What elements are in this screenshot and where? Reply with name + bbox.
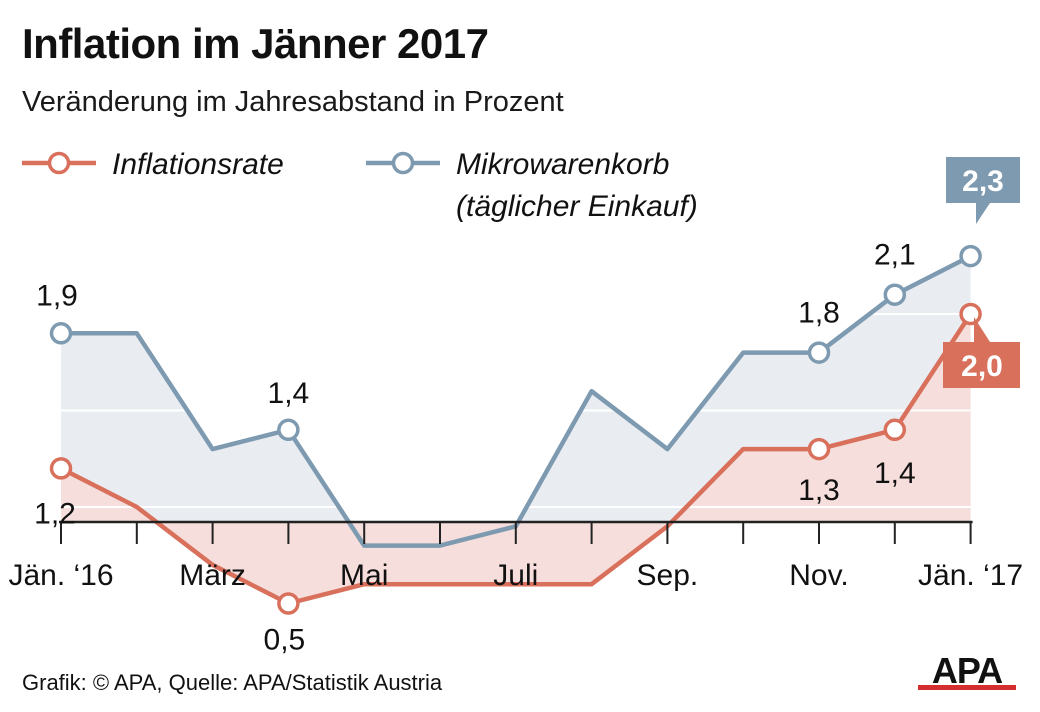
x-tick-label: Juli: [493, 559, 538, 592]
basket-data-point: [49, 322, 73, 345]
inflation-data-label: 0,5: [264, 624, 306, 657]
basket-data-point: [883, 283, 907, 306]
inflation-data-label: 1,4: [874, 457, 916, 490]
inflation-data-point: [49, 457, 73, 480]
apa-logo: APA: [918, 652, 1016, 691]
inflation-data-label: 1,2: [34, 497, 76, 530]
inflation-data-point: [807, 437, 831, 461]
apa-logo-bar: [918, 685, 1016, 690]
basket-data-point: [807, 341, 831, 364]
inflation-data-point: [959, 302, 982, 326]
x-tick-label: Jän. ‘17: [918, 559, 1023, 592]
legend-basket-marker: [391, 151, 415, 175]
x-tick-label: März: [179, 559, 246, 592]
chart-subtitle: Veränderung im Jahresabstand in Prozent: [22, 86, 564, 118]
legend-basket-label: Mikrowarenkorb: [456, 148, 669, 181]
x-tick-label: Mai: [340, 559, 388, 592]
basket-data-point: [277, 418, 300, 442]
inflation-callout-label: 2,0: [961, 350, 1003, 383]
basket-data-point: [959, 244, 982, 268]
basket-callout-box: [946, 157, 1020, 224]
x-tick-label: Jän. ‘16: [8, 559, 113, 592]
source-credit: Grafik: © APA, Quelle: APA/Statistik Aus…: [22, 670, 443, 695]
inflation-data-label: 1,3: [798, 474, 840, 507]
x-tick-label: Sep.: [637, 559, 699, 592]
basket-data-label: 1,8: [798, 297, 840, 330]
inflation-callout-box: [943, 317, 1020, 388]
chart-title: Inflation im Jänner 2017: [22, 20, 489, 67]
x-tick-label: Nov.: [789, 559, 848, 592]
basket-data-label: 1,4: [268, 377, 310, 410]
basket-callout-label: 2,3: [962, 165, 1004, 198]
inflation-data-point: [277, 592, 300, 615]
apa-logo-text: APA: [932, 652, 1003, 691]
legend-inflation-marker: [47, 151, 71, 175]
basket-data-label: 1,9: [36, 279, 78, 312]
legend-inflation-label: Inflationsrate: [112, 148, 284, 181]
legend-basket-sublabel: (täglicher Einkauf): [456, 190, 698, 223]
basket-data-label: 2,1: [874, 239, 916, 272]
inflation-data-point: [883, 418, 907, 442]
